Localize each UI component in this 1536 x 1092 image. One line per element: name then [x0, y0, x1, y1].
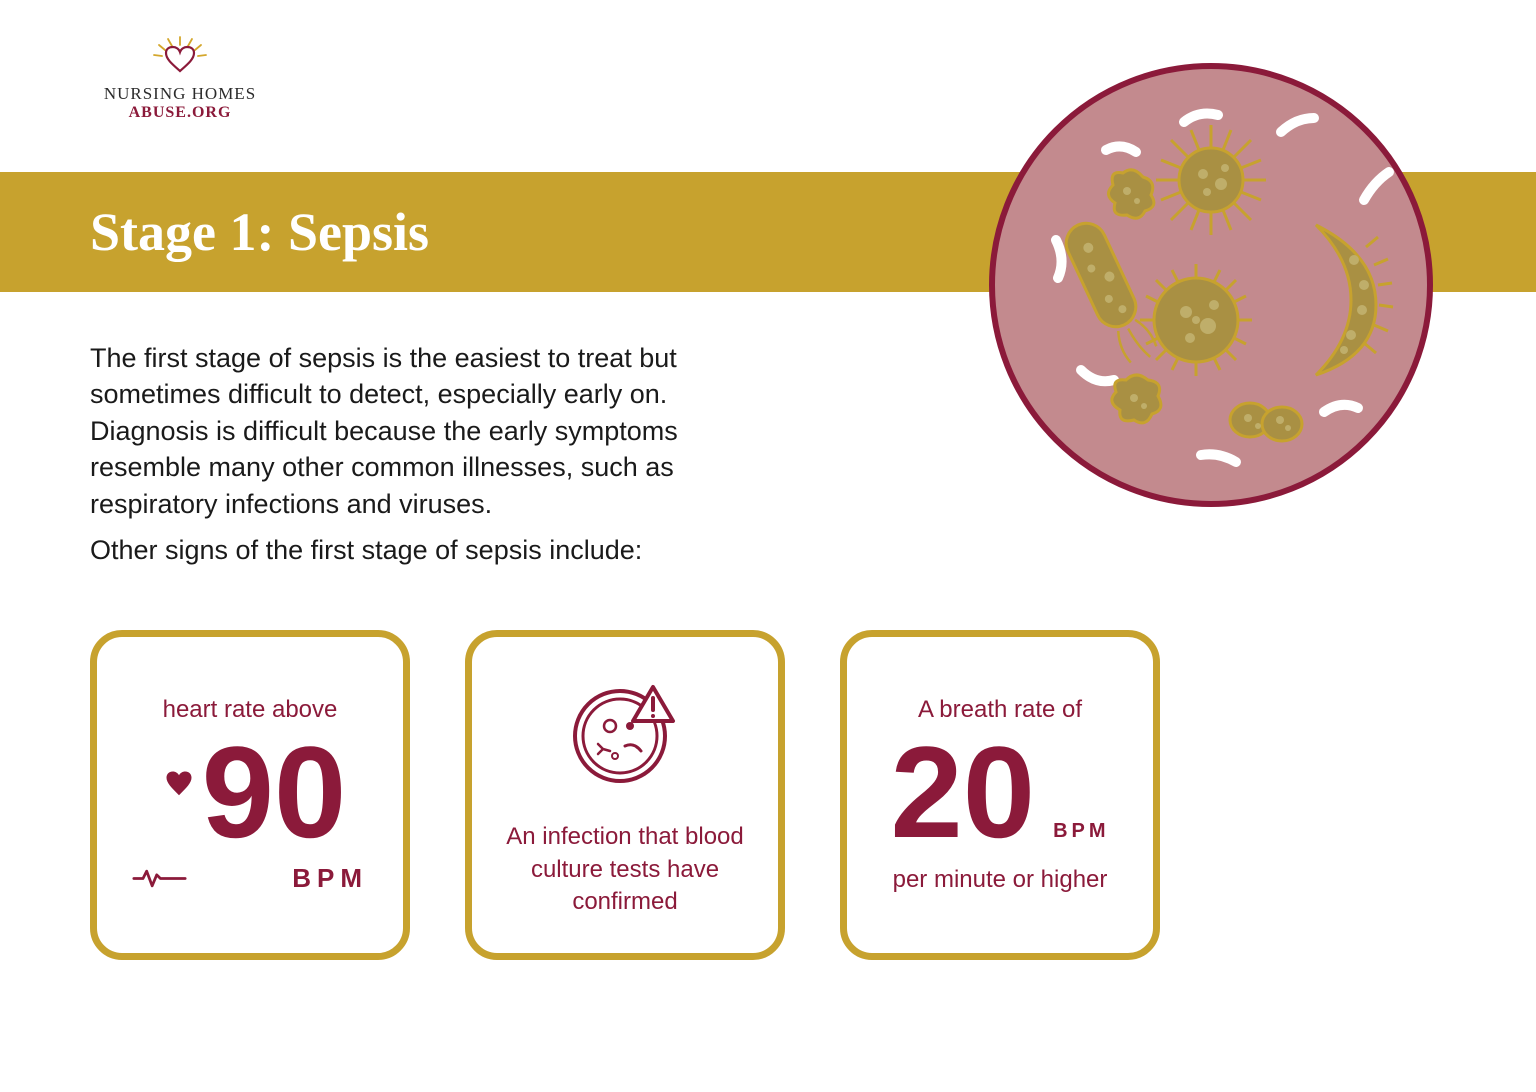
ecg-line-icon — [132, 866, 187, 891]
card-blood-culture-text: An infection that blood culture tests ha… — [497, 821, 753, 918]
petri-dish-warning-icon — [565, 671, 685, 791]
card-heart-rate-value-row: 90 — [122, 734, 378, 851]
signs-subhead: Other signs of the first stage of sepsis… — [90, 535, 642, 566]
page-title: Stage 1: Sepsis — [0, 201, 429, 263]
signs-cards-row: heart rate above 90 BPM — [90, 630, 1160, 960]
logo-text-line1: NURSING HOMES — [90, 84, 270, 104]
card-heart-rate: heart rate above 90 BPM — [90, 630, 410, 960]
heart-icon — [164, 769, 194, 799]
logo-heart-sun-icon — [90, 35, 270, 80]
card-breath-rate-value: 20 — [890, 734, 1035, 851]
card-breath-rate-unit: BPM — [1053, 820, 1109, 843]
petri-dish-illustration — [986, 60, 1436, 515]
card-blood-culture: An infection that blood culture tests ha… — [465, 630, 785, 960]
card-breath-rate-sub: per minute or higher — [893, 866, 1108, 894]
card-heart-rate-unit: BPM — [292, 863, 368, 894]
logo-text-line2: ABUSE.ORG — [90, 104, 270, 122]
card-heart-rate-value: 90 — [202, 734, 347, 851]
brand-logo: NURSING HOMES ABUSE.ORG — [90, 35, 270, 122]
card-breath-rate: A breath rate of 20 BPM per minute or hi… — [840, 630, 1160, 960]
intro-paragraph: The first stage of sepsis is the easiest… — [90, 340, 790, 522]
